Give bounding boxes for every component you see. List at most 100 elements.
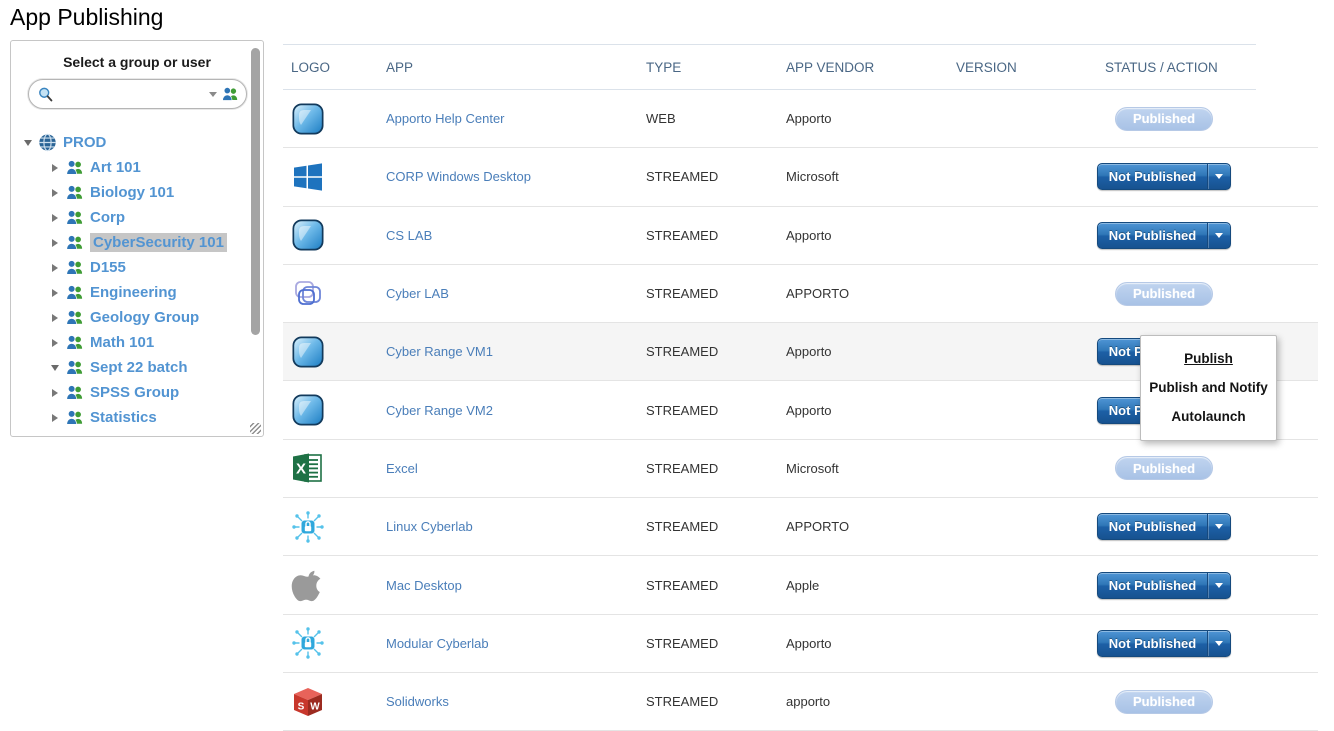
excel-logo: X bbox=[291, 451, 325, 485]
app-table-header: LOGO APP TYPE APP VENDOR VERSION STATUS … bbox=[283, 44, 1256, 90]
expand-arrow-icon[interactable] bbox=[50, 338, 59, 347]
tree-item-d155[interactable]: D155 bbox=[11, 255, 249, 280]
panel-resize-handle[interactable] bbox=[250, 423, 261, 434]
tree-item-label[interactable]: Engineering bbox=[90, 284, 177, 301]
collapse-arrow-icon[interactable] bbox=[50, 364, 59, 371]
not-published-button[interactable]: Not Published bbox=[1097, 513, 1231, 541]
app-vendor: apporto bbox=[786, 694, 831, 710]
menu-item-autolaunch[interactable]: Autolaunch bbox=[1171, 409, 1246, 424]
menu-item-publish[interactable]: Publish bbox=[1184, 351, 1233, 366]
tree-item-label[interactable]: PROD bbox=[63, 134, 107, 151]
publish-dropdown-caret-icon[interactable] bbox=[1207, 222, 1230, 248]
publish-dropdown-caret-icon[interactable] bbox=[1207, 572, 1230, 598]
status-action-cell: Published bbox=[1105, 456, 1318, 481]
expand-arrow-icon[interactable] bbox=[50, 288, 59, 297]
app-link[interactable]: Mac Desktop bbox=[386, 577, 462, 593]
app-link[interactable]: Linux Cyberlab bbox=[386, 519, 473, 535]
app-link[interactable]: Modular Cyberlab bbox=[386, 635, 489, 651]
tree-item-sept-22-batch[interactable]: Sept 22 batch bbox=[11, 355, 249, 380]
app-link[interactable]: Solidworks bbox=[386, 694, 449, 710]
app-vendor: APPORTO bbox=[786, 519, 850, 535]
not-published-button[interactable]: Not Published bbox=[1097, 163, 1231, 191]
svg-text:W: W bbox=[310, 701, 320, 712]
not-published-button-label[interactable]: Not Published bbox=[1108, 227, 1197, 243]
expand-arrow-icon[interactable] bbox=[50, 313, 59, 322]
app-type: STREAMED bbox=[646, 169, 719, 185]
tree-item-corp[interactable]: Corp bbox=[11, 205, 249, 230]
not-published-button-label[interactable]: Not Published bbox=[1108, 577, 1197, 593]
app-link[interactable]: Cyber LAB bbox=[386, 286, 449, 302]
search-dropdown-caret-icon[interactable] bbox=[209, 91, 217, 97]
tree-item-label[interactable]: Biology 101 bbox=[90, 184, 175, 201]
tree-item-label[interactable]: Geology Group bbox=[90, 309, 200, 326]
publish-dropdown-caret-icon[interactable] bbox=[1207, 514, 1230, 540]
group-user-panel: Select a group or user PROD Art 101 Biolog… bbox=[10, 40, 264, 437]
published-status-badge: Published bbox=[1115, 689, 1213, 714]
tree-item-label[interactable]: SPSS Group bbox=[90, 384, 180, 401]
tree-item-biology-101[interactable]: Biology 101 bbox=[11, 180, 249, 205]
tree-item-label[interactable]: Statistics bbox=[90, 409, 157, 426]
not-published-button[interactable]: Not Published bbox=[1097, 571, 1231, 599]
app-type: STREAMED bbox=[646, 635, 719, 651]
app-type: STREAMED bbox=[646, 577, 719, 593]
tree-item-label[interactable]: Corp bbox=[90, 209, 125, 226]
group-icon bbox=[65, 208, 84, 227]
published-status-badge: Published bbox=[1115, 456, 1213, 481]
tree-item-label[interactable]: Art 101 bbox=[90, 159, 141, 176]
group-icon bbox=[65, 333, 84, 352]
app-link[interactable]: Cyber Range VM2 bbox=[386, 402, 493, 418]
publish-menu: Publish Publish and Notify Autolaunch bbox=[1140, 335, 1277, 441]
not-published-button[interactable]: Not Published bbox=[1097, 629, 1231, 657]
publish-dropdown-caret-icon[interactable] bbox=[1207, 164, 1230, 190]
expand-arrow-icon[interactable] bbox=[50, 388, 59, 397]
group-icon bbox=[65, 383, 84, 402]
tree-item-label[interactable]: Sept 22 batch bbox=[90, 359, 188, 376]
app-type: WEB bbox=[646, 111, 676, 127]
publish-dropdown-caret-icon[interactable] bbox=[1207, 630, 1230, 656]
tree-item-label[interactable]: D155 bbox=[90, 259, 126, 276]
app-vendor: Apple bbox=[786, 577, 820, 593]
not-published-button-label[interactable]: Not Published bbox=[1108, 169, 1197, 185]
expand-arrow-icon[interactable] bbox=[50, 213, 59, 222]
tree-item-art-101[interactable]: Art 101 bbox=[11, 155, 249, 180]
app-type: STREAMED bbox=[646, 519, 719, 535]
collapse-arrow-icon[interactable] bbox=[23, 139, 32, 146]
not-published-button-label[interactable]: Not Published bbox=[1108, 519, 1197, 535]
group-user-search-input[interactable] bbox=[58, 85, 205, 103]
group-icon bbox=[65, 408, 84, 427]
expand-arrow-icon[interactable] bbox=[50, 238, 59, 247]
app-type: STREAMED bbox=[646, 694, 719, 710]
column-header-version: VERSION bbox=[956, 59, 1017, 75]
column-header-status-action: STATUS / ACTION bbox=[1105, 59, 1218, 75]
expand-arrow-icon[interactable] bbox=[50, 188, 59, 197]
app-link[interactable]: CORP Windows Desktop bbox=[386, 169, 531, 185]
group-icon bbox=[65, 233, 84, 252]
not-published-button-label[interactable]: Not Published bbox=[1108, 635, 1197, 651]
group-user-search-box[interactable] bbox=[28, 79, 247, 109]
expand-arrow-icon[interactable] bbox=[50, 263, 59, 272]
expand-arrow-icon[interactable] bbox=[50, 163, 59, 172]
expand-arrow-icon[interactable] bbox=[50, 413, 59, 422]
tree-item-geology-group[interactable]: Geology Group bbox=[11, 305, 249, 330]
tree-item-statistics[interactable]: Statistics bbox=[11, 405, 249, 430]
not-published-button[interactable]: Not Published bbox=[1097, 221, 1231, 249]
tree-item-cybersecurity-101[interactable]: CyberSecurity 101 bbox=[11, 230, 249, 255]
group-icon bbox=[65, 183, 84, 202]
menu-item-publish-and-notify[interactable]: Publish and Notify bbox=[1149, 380, 1268, 395]
tree-item-label[interactable]: Math 101 bbox=[90, 334, 155, 351]
published-status-badge: Published bbox=[1115, 106, 1213, 131]
users-icon[interactable] bbox=[221, 85, 239, 103]
sidebar-scrollbar[interactable] bbox=[251, 48, 260, 335]
app-link[interactable]: CS LAB bbox=[386, 227, 433, 243]
app-link[interactable]: Cyber Range VM1 bbox=[386, 344, 493, 360]
tree-item-math-101[interactable]: Math 101 bbox=[11, 330, 249, 355]
app-link[interactable]: Apporto Help Center bbox=[386, 111, 505, 127]
app-link[interactable]: Excel bbox=[386, 460, 418, 476]
tree-item-label[interactable]: CyberSecurity 101 bbox=[90, 233, 227, 252]
status-action-cell: Not Published bbox=[1097, 629, 1318, 657]
tree-item-prod[interactable]: PROD bbox=[11, 130, 249, 155]
tree-item-engineering[interactable]: Engineering bbox=[11, 280, 249, 305]
tree-item-spss-group[interactable]: SPSS Group bbox=[11, 380, 249, 405]
app-type: STREAMED bbox=[646, 344, 719, 360]
